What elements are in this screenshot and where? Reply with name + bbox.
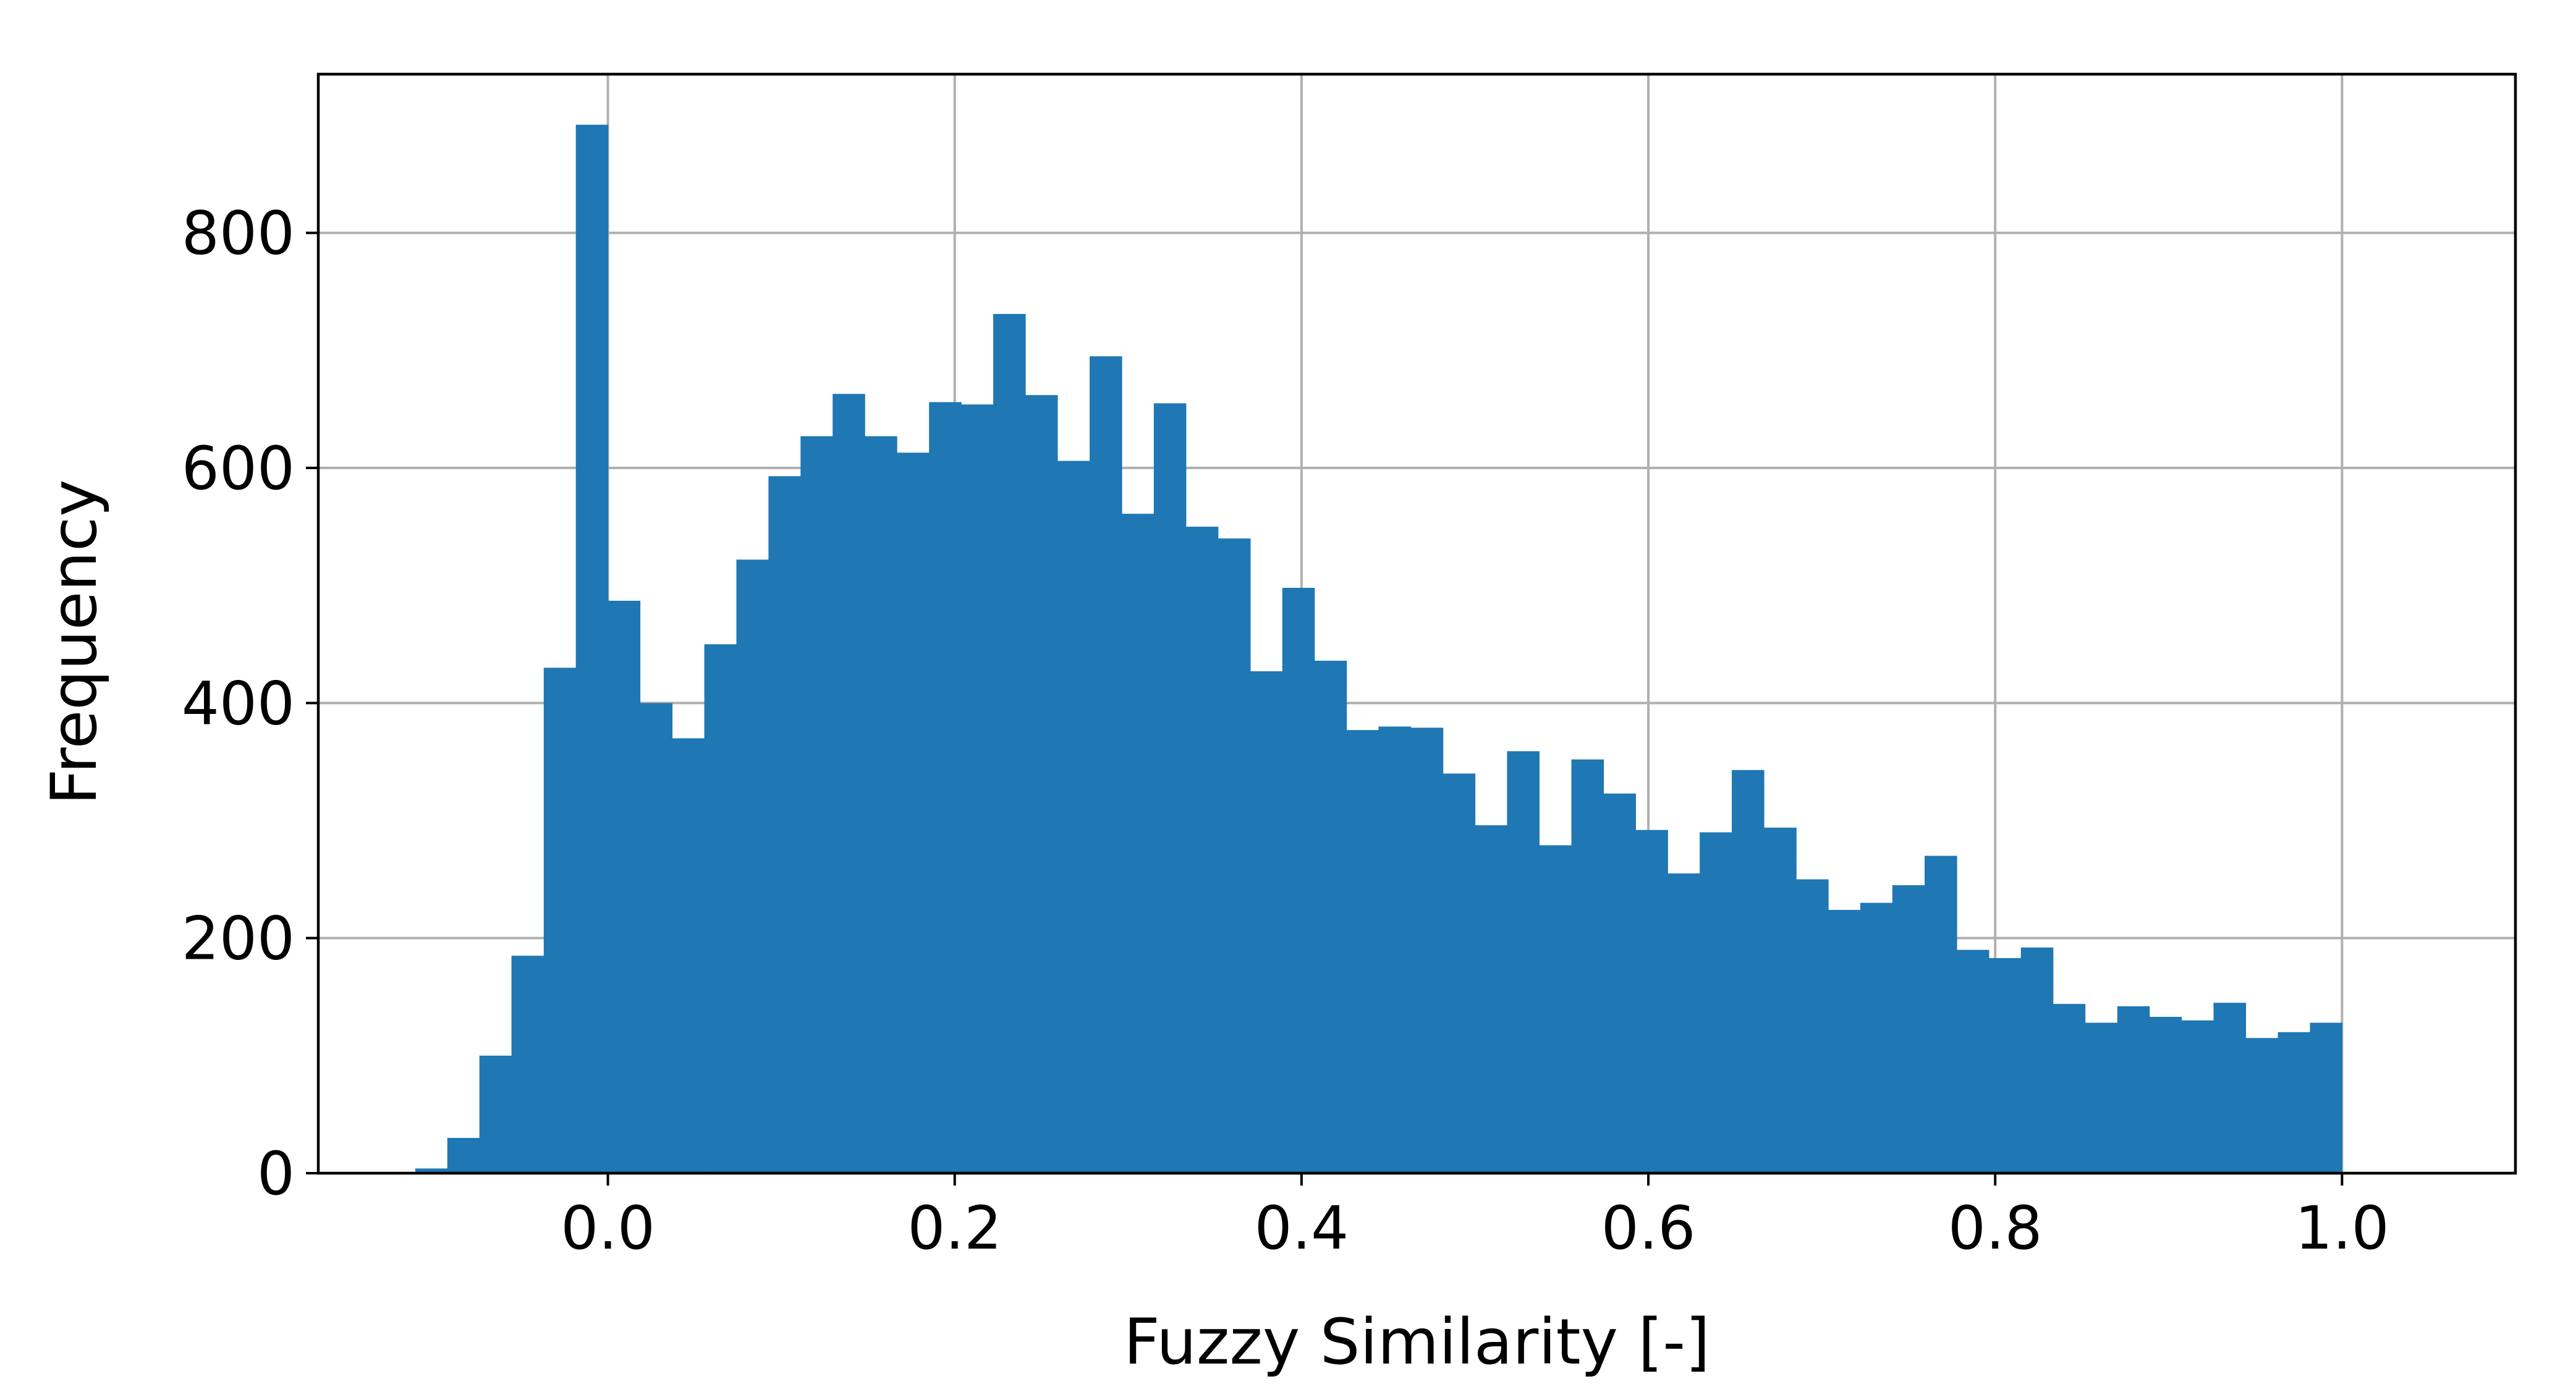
histogram-bar [1185,527,1219,1173]
histogram-bar [1282,588,1315,1173]
histogram-bar [2053,1004,2086,1173]
histogram-bar [1153,403,1187,1173]
y-tick-label: 0 [257,1139,295,1208]
histogram-bar [2277,1032,2311,1173]
histogram-bar [2117,1006,2150,1173]
histogram-bar [1539,845,1572,1173]
histogram-bar [1764,827,1797,1173]
histogram-bar [961,404,994,1173]
histogram-bar [1925,855,1957,1173]
plot-frame [316,72,2517,1175]
histogram-bar [1571,759,1604,1173]
histogram-bar [1025,395,1058,1173]
histogram-bar [640,703,673,1173]
histogram-bar [1378,726,1412,1173]
histogram-bar [833,394,865,1174]
histogram-bar [575,124,609,1173]
histogram-bar [1443,773,1476,1173]
histogram-bar [1250,671,1283,1173]
histogram-bar [2181,1020,2214,1173]
x-tick-label: 1.0 [2295,1194,2389,1263]
histogram-bar [2245,1038,2278,1173]
histogram-bar [1314,660,1347,1173]
histogram-bar [993,313,1026,1174]
y-tick-label: 400 [182,669,295,738]
histogram-bar [1410,728,1444,1173]
x-tick-label: 0.6 [1601,1194,1696,1263]
histogram-bar [543,668,577,1173]
y-tick-label: 600 [182,434,295,503]
histogram-bar [1475,825,1508,1173]
x-tick-label: 0.4 [1255,1194,1349,1263]
histogram-bar [672,738,705,1173]
histogram-bar [1828,910,1861,1173]
axis-ticks: 0.0 0.2 0.4 0.6 0.8 1.0 0 200 400 600 800 [182,199,2389,1263]
histogram-bar [736,559,769,1173]
histogram-bar [2085,1022,2118,1173]
histogram-bar [1892,885,1925,1173]
histogram-bar [1956,949,1989,1173]
histogram-bar [2213,1003,2247,1173]
x-axis-title: Fuzzy Similarity [-] [1124,1305,1710,1379]
histogram-bar [1667,873,1700,1173]
histogram-bar [1860,902,1893,1173]
histogram-bar [2020,947,2054,1173]
x-tick-label: 0.8 [1948,1194,2043,1263]
histogram-bar [1218,538,1251,1173]
histogram-bar [1732,770,1765,1173]
histogram-bar [1700,832,1732,1173]
histogram-bars [383,124,2343,1174]
histogram-bar [768,476,801,1173]
x-tick-label: 0.2 [907,1194,1002,1263]
histogram-bar [1988,958,2022,1173]
histogram-bar [511,956,544,1173]
histogram-bar [1507,751,1540,1173]
histogram-bar [1346,730,1379,1173]
x-tick-label: 0.0 [561,1194,655,1263]
histogram-bar [479,1055,512,1173]
histogram-bar [447,1137,480,1173]
histogram-bar [1603,793,1636,1173]
histogram-bar [1635,830,1668,1173]
histogram-bar [865,436,897,1173]
histogram-bar [415,1168,448,1173]
histogram-bar [2310,1022,2343,1173]
histogram-bar [2149,1017,2182,1173]
histogram-bar [608,600,641,1173]
y-tick-label: 800 [182,199,295,268]
histogram-bar [1090,356,1122,1173]
histogram-bar [704,644,737,1173]
y-tick-label: 200 [182,904,295,974]
histogram-bar [1121,514,1155,1174]
histogram-bar [1796,879,1829,1173]
histogram-bar [1057,460,1090,1173]
histogram-bar [897,452,930,1173]
histogram-bar [800,436,833,1173]
y-axis-title: Frequency [38,480,111,805]
histogram-bar [929,402,962,1173]
